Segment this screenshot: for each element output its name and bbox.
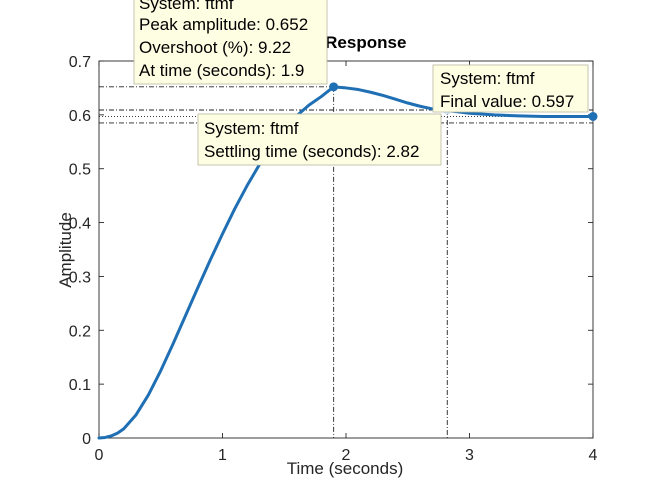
y-tick-label: 0.6 <box>69 108 91 125</box>
final-value-tooltip-box <box>432 64 589 113</box>
x-tick-label: 0 <box>95 447 104 464</box>
settling-tooltip-box <box>197 113 442 166</box>
settling-tooltip-system: System: ftmf <box>204 119 299 138</box>
y-tick-label: 0.7 <box>69 54 91 71</box>
peak-tooltip-overshoot: Overshoot (%): 9.22 <box>139 38 291 57</box>
peak-tooltip-system: System: ftmf <box>139 0 234 13</box>
x-tick-label: 3 <box>465 447 474 464</box>
final-tooltip-system: System: ftmf <box>440 69 535 88</box>
settling-tooltip-time: Settling time (seconds): 2.82 <box>204 142 419 161</box>
final-marker <box>588 111 598 121</box>
peak-tooltip-time: At time (seconds): 1.9 <box>139 61 304 80</box>
axes: 0 1 2 3 4 0 0.1 0.2 0.3 0.4 0.5 0.6 0.7 <box>69 54 598 464</box>
x-tick-label: 2 <box>342 447 351 464</box>
x-tick-label: 1 <box>218 447 227 464</box>
peak-marker <box>329 82 339 92</box>
y-axis-label: Amplitude <box>56 212 75 288</box>
y-tick-label: 0.4 <box>69 216 91 233</box>
annotations: System: ftmf Peak amplitude: 0.652 Overs… <box>133 0 589 166</box>
y-tick-label: 0 <box>82 431 91 448</box>
y-tick-label: 0.2 <box>69 323 91 340</box>
y-tick-label: 0.1 <box>69 377 91 394</box>
final-tooltip-value: Final value: 0.597 <box>440 92 574 111</box>
y-tick-label: 0.3 <box>69 269 91 286</box>
peak-tooltip-box <box>133 0 328 85</box>
final-value-tooltip[interactable]: System: ftmf Final value: 0.597 <box>432 64 589 113</box>
x-tick-label: 4 <box>589 447 598 464</box>
peak-tooltip-amplitude: Peak amplitude: 0.652 <box>139 15 308 34</box>
y-tick-label: 0.5 <box>69 162 91 179</box>
x-axis-label: Time (seconds) <box>287 459 404 478</box>
settling-tooltip[interactable]: System: ftmf Settling time (seconds): 2.… <box>197 113 442 166</box>
peak-tooltip[interactable]: System: ftmf Peak amplitude: 0.652 Overs… <box>133 0 328 85</box>
